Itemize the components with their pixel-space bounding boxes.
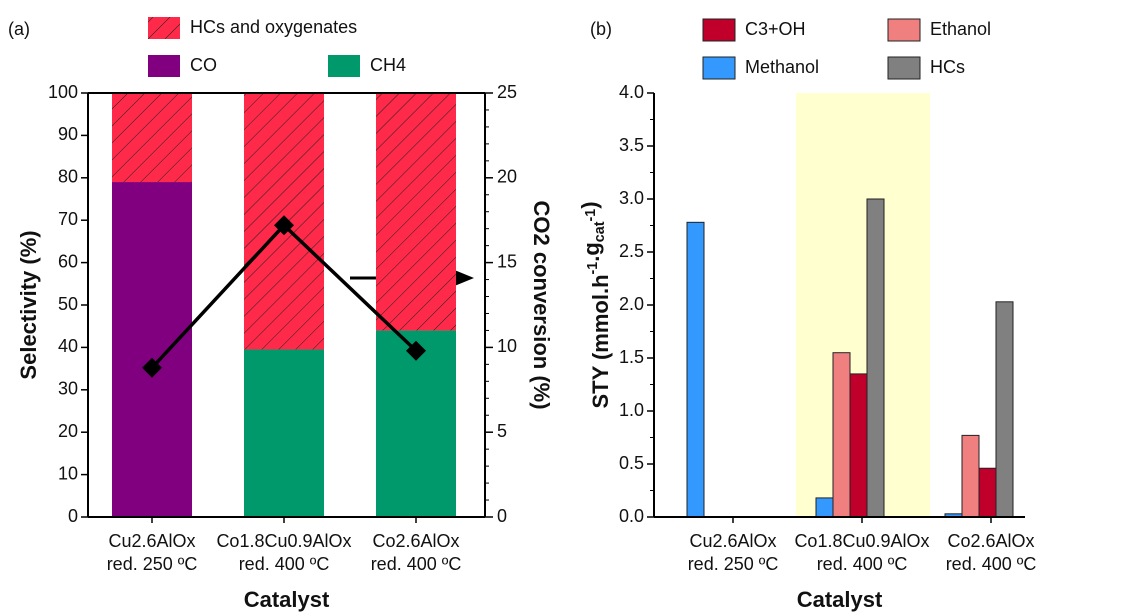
legend-label: HCs and oxygenates — [190, 17, 357, 37]
bar — [832, 352, 851, 518]
y-tick-label: 3.5 — [619, 135, 644, 155]
bar — [376, 93, 456, 331]
bar — [686, 221, 705, 518]
legend-label: Ethanol — [930, 19, 991, 39]
y-tick-label: 0.0 — [619, 506, 644, 526]
legend-swatch — [887, 18, 921, 42]
y-tick-label: 20 — [58, 421, 78, 441]
diamond-marker — [142, 357, 162, 378]
y2-tick-label: 5 — [497, 421, 507, 441]
panel-label: (b) — [590, 19, 612, 39]
bar — [866, 198, 885, 518]
bar — [376, 330, 456, 517]
y-tick-label: 1.5 — [619, 347, 644, 367]
bar — [112, 182, 192, 518]
legend-swatch — [148, 55, 180, 77]
legend-label: HCs — [930, 57, 965, 77]
x-tick-label: Co1.8Cu0.9AlOx — [216, 531, 351, 551]
y2-tick-label: 0 — [497, 506, 507, 526]
x-tick-label: Co1.8Cu0.9AlOx — [794, 531, 929, 551]
legend-label: C3+OH — [745, 19, 806, 39]
y-tick-label: 60 — [58, 251, 78, 271]
x-tick-note: red. 400 ºC — [946, 554, 1037, 574]
legend-swatch — [887, 56, 921, 80]
y2-tick-label: 10 — [497, 336, 517, 356]
y2-axis-title: CO2 conversion (%) — [529, 200, 554, 409]
y-tick-label: 1.0 — [619, 400, 644, 420]
y-tick-label: 2.0 — [619, 294, 644, 314]
x-axis-title: Catalyst — [244, 587, 330, 612]
y-tick-label: 0 — [68, 506, 78, 526]
panel-label: (a) — [8, 19, 30, 39]
diamond-marker — [274, 215, 294, 236]
y-tick-label: 100 — [48, 82, 78, 102]
bar — [849, 373, 868, 518]
y2-tick-label: 25 — [497, 82, 517, 102]
y-tick-label: 70 — [58, 209, 78, 229]
bar — [244, 349, 324, 517]
arrow-head — [452, 269, 474, 287]
legend-swatch — [702, 56, 736, 80]
y-tick-label: 40 — [58, 336, 78, 356]
y-axis-title: STY (mmol.h-1.gcat-1) — [577, 201, 613, 408]
diamond-marker — [406, 340, 426, 361]
bar — [961, 434, 980, 518]
x-tick-note: red. 400 ºC — [239, 554, 330, 574]
x-tick-note: red. 250 ºC — [688, 554, 779, 574]
bar — [112, 93, 192, 183]
y2-tick-label: 20 — [497, 167, 517, 187]
y-tick-label: 3.0 — [619, 188, 644, 208]
x-tick-note: red. 400 ºC — [371, 554, 462, 574]
y-tick-label: 90 — [58, 124, 78, 144]
x-tick-label: Co2.6AlOx — [947, 531, 1034, 551]
y-tick-label: 4.0 — [619, 82, 644, 102]
y-tick-label: 50 — [58, 294, 78, 314]
x-tick-label: Cu2.6AlOx — [689, 531, 776, 551]
x-tick-note: red. 250 ºC — [107, 554, 198, 574]
bar — [995, 301, 1014, 518]
legend-label: Methanol — [745, 57, 819, 77]
x-tick-label: Co2.6AlOx — [372, 531, 459, 551]
y-tick-label: 30 — [58, 379, 78, 399]
y-tick-label: 2.5 — [619, 241, 644, 261]
x-tick-label: Cu2.6AlOx — [108, 531, 195, 551]
x-axis-title: Catalyst — [797, 587, 883, 612]
y2-tick-label: 15 — [497, 251, 517, 271]
x-tick-note: red. 400 ºC — [817, 554, 908, 574]
legend-swatch — [148, 17, 180, 39]
y-tick-label: 10 — [58, 463, 78, 483]
legend-swatch — [702, 18, 736, 42]
y-axis-title: Selectivity (%) — [16, 230, 41, 379]
bar — [815, 497, 834, 518]
legend-label: CH4 — [370, 55, 406, 75]
legend-swatch — [328, 55, 360, 77]
y-tick-label: 0.5 — [619, 453, 644, 473]
legend-label: CO — [190, 55, 217, 75]
bar — [978, 467, 997, 518]
y-tick-label: 80 — [58, 167, 78, 187]
